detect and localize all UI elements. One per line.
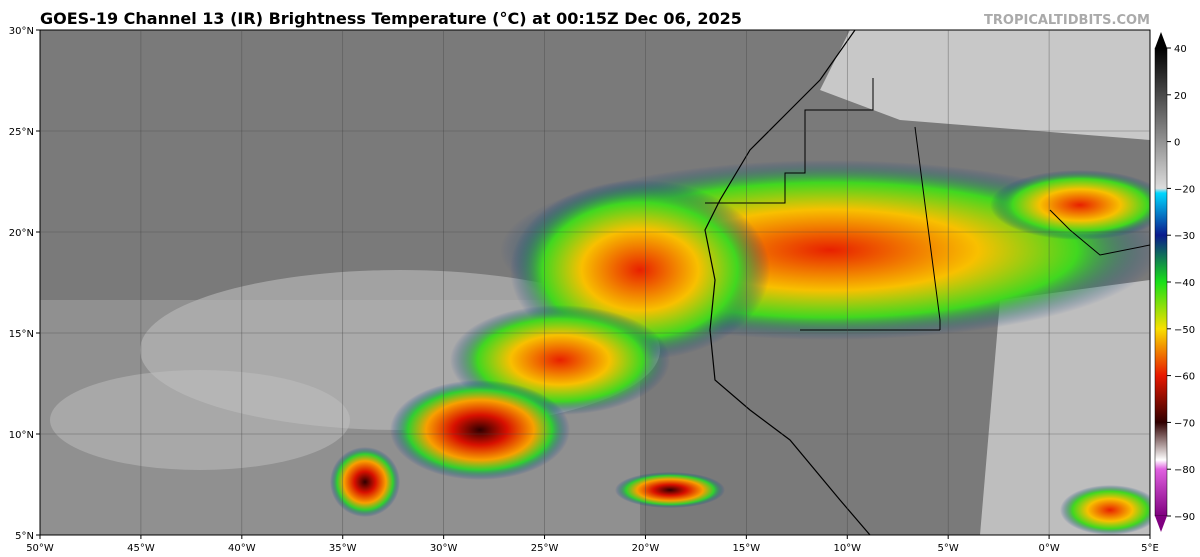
lat-label: 5°N (15, 531, 34, 542)
lat-label: 30°N (9, 26, 34, 37)
lat-label: 20°N (9, 228, 34, 239)
colorbar-label: 0 (1174, 138, 1180, 149)
lon-label: 45°W (127, 543, 155, 554)
colorbar (1154, 47, 1168, 517)
colorbar-label: −60 (1174, 372, 1195, 383)
lat-label: 15°N (9, 329, 34, 340)
map-frame (39, 29, 1151, 536)
lon-label: 25°W (531, 543, 559, 554)
colorbar-label: −80 (1174, 465, 1195, 476)
colorbar-label: 20 (1174, 91, 1187, 102)
lon-label: 5°E (1141, 543, 1159, 554)
map-title: GOES-19 Channel 13 (IR) Brightness Tempe… (40, 9, 742, 28)
lat-label: 10°N (9, 430, 34, 441)
colorbar-label: −90 (1174, 512, 1195, 523)
lat-label: 25°N (9, 127, 34, 138)
lon-label: 5°W (938, 543, 959, 554)
lon-label: 20°W (632, 543, 660, 554)
colorbar-label: −40 (1174, 278, 1195, 289)
colorbar-label: −70 (1174, 418, 1195, 429)
colorbar-label: −50 (1174, 325, 1195, 336)
colorbar-top (1155, 32, 1167, 48)
lon-label: 0°W (1038, 543, 1059, 554)
colorbar-bottom (1155, 516, 1167, 532)
lon-label: 30°W (430, 543, 458, 554)
lon-label: 15°W (733, 543, 761, 554)
colorbar-label: 40 (1174, 44, 1187, 55)
lon-label: 50°W (26, 543, 54, 554)
watermark: TROPICALTIDBITS.COM (984, 13, 1150, 28)
lon-label: 35°W (329, 543, 357, 554)
colorbar-label: −20 (1174, 184, 1195, 195)
satellite-image (40, 30, 1150, 535)
lon-label: 10°W (833, 543, 861, 554)
lon-label: 40°W (228, 543, 256, 554)
colorbar-label: −30 (1174, 231, 1195, 242)
